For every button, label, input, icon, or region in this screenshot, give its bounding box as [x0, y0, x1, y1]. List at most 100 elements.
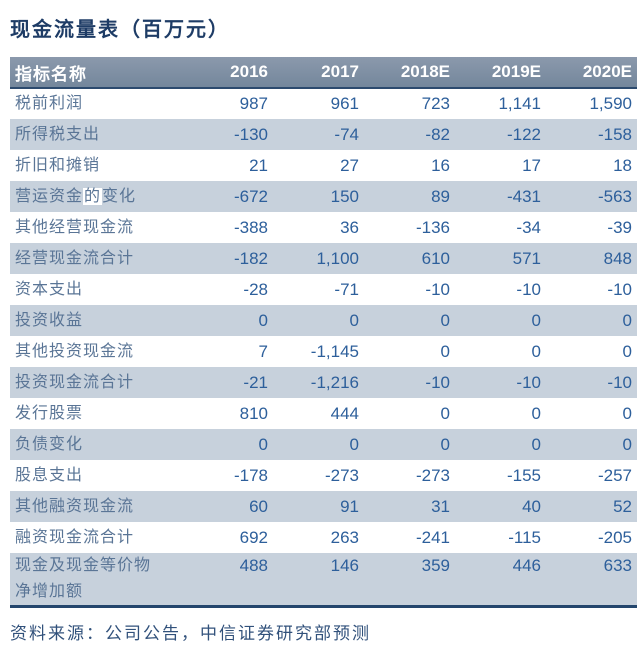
value-cell: -388 — [233, 217, 268, 237]
value-cell: 0 — [349, 310, 359, 330]
value-cell: 1,141 — [498, 94, 541, 113]
value-cell: -28 — [243, 279, 268, 299]
table-row: 融资现金流合计 692 263 -241 -115 -205 — [10, 522, 637, 553]
value-cell: -178 — [233, 465, 268, 485]
table-row: 发行股票 810 444 0 0 0 — [10, 398, 637, 429]
value-cell: -71 — [334, 279, 359, 299]
value-cell: -241 — [415, 527, 450, 547]
value-cell: 0 — [622, 310, 632, 330]
table-row: 现金及现金等价物 净增加额 488 146 359 446 633 — [10, 553, 637, 607]
source-note: 资料来源：公司公告，中信证券研究部预测 — [10, 624, 371, 643]
column-header-2016: 2016 — [182, 57, 273, 89]
table-row: 投资收益 0 0 0 0 0 — [10, 305, 637, 336]
value-cell: 0 — [440, 310, 450, 330]
value-cell: 987 — [239, 94, 268, 113]
row-label: 投资现金流合计 — [15, 373, 135, 391]
value-cell: -182 — [233, 248, 268, 268]
row-label: 投资收益 — [15, 311, 84, 329]
value-cell: 723 — [421, 94, 450, 113]
value-cell: 0 — [258, 434, 268, 454]
value-cell: 810 — [239, 403, 268, 423]
value-cell: 21 — [249, 155, 268, 175]
row-label: 股息支出 — [15, 466, 84, 484]
value-cell: -1,145 — [310, 341, 359, 361]
table-header: 指标名称 2016 2017 2018E 2019E 2020E — [10, 57, 637, 89]
table-row: 折旧和摊销 21 27 16 17 18 — [10, 150, 637, 181]
row-label: 营运资金的变化 — [15, 187, 137, 205]
page-title: 现金流量表（百万元） — [10, 19, 230, 41]
value-cell: -205 — [597, 527, 632, 547]
table-row: 营运资金的变化 -672 150 89 -431 -563 — [10, 181, 637, 212]
column-header-2018e: 2018E — [364, 57, 455, 89]
value-cell: 961 — [330, 94, 359, 113]
table-row: 其他融资现金流 60 91 31 40 52 — [10, 491, 637, 522]
value-cell: -10 — [607, 372, 632, 392]
table-row: 其他经营现金流 -388 36 -136 -34 -39 — [10, 212, 637, 243]
value-cell: 146 — [330, 556, 359, 575]
value-cell: -563 — [597, 186, 632, 206]
value-cell: 692 — [239, 527, 268, 547]
value-cell: -10 — [425, 372, 450, 392]
value-cell: -257 — [597, 465, 632, 485]
table-row: 投资现金流合计 -21 -1,216 -10 -10 -10 — [10, 367, 637, 398]
column-header-2017: 2017 — [273, 57, 364, 89]
value-cell: 0 — [531, 403, 541, 423]
value-cell: -1,216 — [310, 372, 359, 392]
value-cell: 633 — [603, 556, 632, 575]
value-cell: -158 — [597, 124, 632, 144]
value-cell: -34 — [516, 217, 541, 237]
row-label: 资本支出 — [15, 280, 84, 298]
value-cell: -273 — [415, 465, 450, 485]
value-cell: 0 — [440, 434, 450, 454]
value-cell: 446 — [512, 556, 541, 575]
value-cell: 0 — [531, 310, 541, 330]
value-cell: -273 — [324, 465, 359, 485]
row-label: 其他投资现金流 — [15, 342, 135, 360]
value-cell: -672 — [233, 186, 268, 206]
value-cell: -74 — [334, 124, 359, 144]
row-label: 其他融资现金流 — [15, 497, 135, 515]
value-cell: 7 — [258, 341, 268, 361]
value-cell: 359 — [421, 556, 450, 575]
highlighted-char: 的 — [83, 187, 103, 205]
value-cell: 0 — [440, 403, 450, 423]
row-label: 发行股票 — [15, 404, 84, 422]
value-cell: 0 — [440, 341, 450, 361]
column-header-2019e: 2019E — [455, 57, 546, 89]
value-cell: 488 — [239, 556, 268, 575]
value-cell: 89 — [431, 186, 450, 206]
value-cell: -21 — [243, 372, 268, 392]
value-cell: 18 — [613, 155, 632, 175]
row-label: 其他经营现金流 — [15, 218, 135, 236]
value-cell: 0 — [622, 403, 632, 423]
row-label: 所得税支出 — [15, 125, 101, 143]
row-label: 税前利润 — [15, 95, 84, 112]
value-cell: 1,590 — [589, 94, 632, 113]
value-cell: -431 — [506, 186, 541, 206]
table-row: 其他投资现金流 7 -1,145 0 0 0 — [10, 336, 637, 367]
value-cell: -10 — [516, 372, 541, 392]
table-row: 股息支出 -178 -273 -273 -155 -257 — [10, 460, 637, 491]
value-cell: 571 — [512, 248, 541, 268]
value-cell: -115 — [508, 527, 541, 547]
value-cell: -122 — [506, 124, 541, 144]
value-cell: 0 — [531, 341, 541, 361]
column-header-2020e: 2020E — [546, 57, 637, 89]
value-cell: -10 — [516, 279, 541, 299]
cash-flow-table: 指标名称 2016 2017 2018E 2019E 2020E 税前利润 987… — [10, 57, 637, 608]
value-cell: 0 — [258, 310, 268, 330]
value-cell: -39 — [607, 217, 632, 237]
value-cell: -136 — [415, 217, 450, 237]
value-cell: 0 — [531, 434, 541, 454]
value-cell: 31 — [431, 496, 450, 516]
value-cell: 0 — [622, 434, 632, 454]
value-cell: -130 — [233, 124, 268, 144]
table-row: 所得税支出 -130 -74 -82 -122 -158 — [10, 119, 637, 150]
table-row: 经营现金流合计 -182 1,100 610 571 848 — [10, 243, 637, 274]
value-cell: 40 — [522, 496, 541, 516]
value-cell: 16 — [431, 155, 450, 175]
value-cell: 0 — [349, 434, 359, 454]
row-label: 现金及现金等价物 净增加额 — [15, 557, 152, 600]
table-row: 资本支出 -28 -71 -10 -10 -10 — [10, 274, 637, 305]
